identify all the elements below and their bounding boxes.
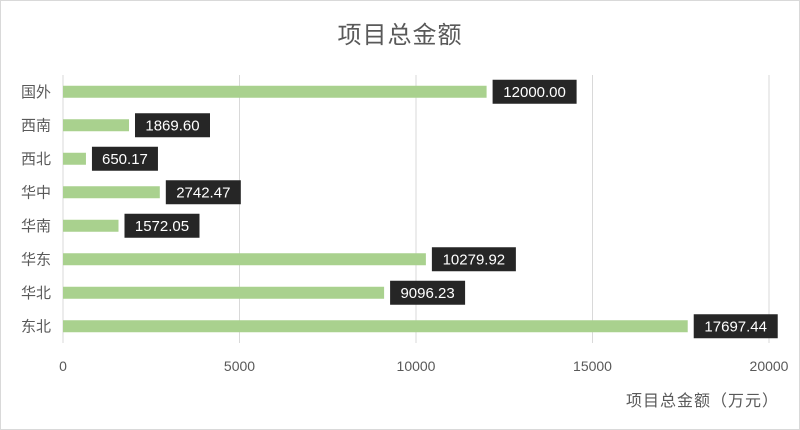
x-tick-label: 0 — [59, 358, 67, 374]
category-label: 西南 — [21, 116, 51, 134]
data-label-box — [693, 314, 778, 339]
data-label: 9096.23 — [400, 285, 454, 302]
data-label: 1572.05 — [135, 218, 189, 235]
chart-title: 项目总金额 — [337, 21, 463, 49]
data-label-box — [124, 213, 200, 238]
data-label: 17697.44 — [704, 318, 767, 335]
x-tick-label: 15000 — [573, 358, 612, 374]
data-label: 2742.47 — [176, 184, 230, 201]
bar — [63, 219, 119, 232]
category-label: 华南 — [21, 217, 51, 235]
data-label-box — [390, 280, 466, 305]
data-label-box — [134, 113, 210, 138]
data-label-box — [431, 247, 516, 272]
category-label: 华北 — [21, 284, 51, 302]
data-label: 12000.00 — [503, 84, 566, 101]
bar — [63, 85, 487, 98]
data-label: 650.17 — [102, 151, 148, 168]
category-label: 西北 — [21, 150, 51, 168]
category-label: 华中 — [21, 183, 51, 201]
x-axis-label: 项目总金额（万元） — [625, 391, 779, 410]
data-label-box — [165, 180, 241, 205]
x-tick-label: 5000 — [224, 358, 255, 374]
data-label: 1869.60 — [145, 117, 199, 134]
x-tick-label: 10000 — [397, 358, 436, 374]
bar — [63, 119, 129, 132]
bar — [63, 320, 688, 333]
category-label: 华东 — [21, 250, 51, 268]
category-label: 东北 — [21, 317, 51, 335]
bar — [63, 152, 86, 165]
data-label: 10279.92 — [443, 251, 506, 268]
data-label-box — [91, 146, 158, 171]
data-label-box — [492, 79, 577, 104]
bar — [63, 253, 426, 266]
x-tick-label: 20000 — [750, 358, 789, 374]
bar — [63, 186, 160, 199]
category-label: 国外 — [21, 83, 51, 101]
bar — [63, 286, 385, 299]
